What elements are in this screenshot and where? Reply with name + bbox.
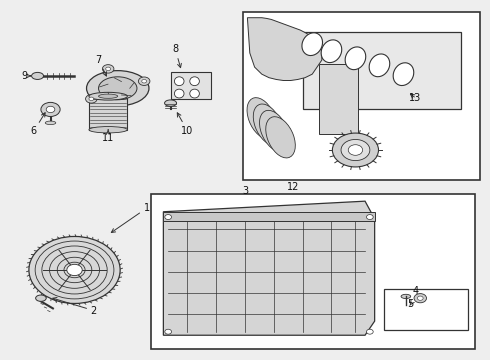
Text: 4: 4 [413, 286, 418, 296]
Circle shape [341, 139, 370, 161]
Ellipse shape [190, 77, 199, 86]
Circle shape [89, 97, 94, 100]
Bar [89, 96, 127, 130]
Text: 13: 13 [409, 93, 421, 103]
Ellipse shape [266, 117, 295, 158]
Text: 10: 10 [177, 113, 194, 136]
Ellipse shape [98, 94, 118, 98]
Bar [151, 194, 475, 349]
Polygon shape [163, 201, 375, 335]
Circle shape [348, 145, 363, 155]
Circle shape [332, 133, 378, 167]
Ellipse shape [89, 92, 127, 100]
Ellipse shape [260, 111, 289, 152]
Ellipse shape [165, 100, 176, 106]
Text: 11: 11 [102, 130, 114, 143]
Circle shape [367, 329, 373, 334]
Ellipse shape [369, 54, 390, 77]
Circle shape [86, 95, 97, 103]
Ellipse shape [247, 98, 276, 139]
Ellipse shape [302, 33, 322, 55]
Ellipse shape [89, 127, 127, 133]
Circle shape [414, 294, 426, 303]
Ellipse shape [253, 104, 283, 145]
Ellipse shape [174, 89, 184, 98]
Ellipse shape [31, 72, 44, 80]
Circle shape [29, 237, 120, 303]
Ellipse shape [345, 47, 366, 69]
Circle shape [102, 65, 114, 73]
Text: 3: 3 [242, 186, 248, 195]
Text: 7: 7 [96, 55, 106, 76]
Circle shape [367, 215, 373, 220]
Ellipse shape [393, 63, 414, 86]
Text: 1: 1 [111, 203, 149, 233]
Circle shape [106, 67, 111, 71]
Circle shape [165, 329, 172, 334]
Ellipse shape [36, 295, 46, 301]
Text: 8: 8 [172, 45, 181, 68]
Bar [303, 32, 461, 109]
Ellipse shape [87, 71, 149, 106]
Text: 9: 9 [21, 71, 30, 81]
Circle shape [46, 106, 55, 113]
Bar [163, 212, 375, 221]
Text: 2: 2 [53, 297, 97, 315]
Ellipse shape [321, 40, 342, 63]
Ellipse shape [98, 77, 137, 100]
Circle shape [417, 296, 423, 300]
Ellipse shape [45, 121, 56, 125]
Text: 12: 12 [287, 182, 299, 192]
Bar [171, 72, 211, 99]
Polygon shape [247, 18, 322, 81]
Text: 5: 5 [408, 299, 414, 309]
Ellipse shape [174, 77, 184, 86]
Text: 6: 6 [31, 113, 45, 136]
Bar [384, 289, 468, 330]
Circle shape [165, 215, 172, 220]
Circle shape [41, 102, 60, 117]
Bar [243, 13, 480, 180]
Ellipse shape [401, 294, 411, 298]
Circle shape [138, 77, 150, 85]
Circle shape [67, 264, 82, 276]
Ellipse shape [190, 89, 199, 98]
Circle shape [142, 80, 147, 83]
Bar [319, 64, 358, 134]
